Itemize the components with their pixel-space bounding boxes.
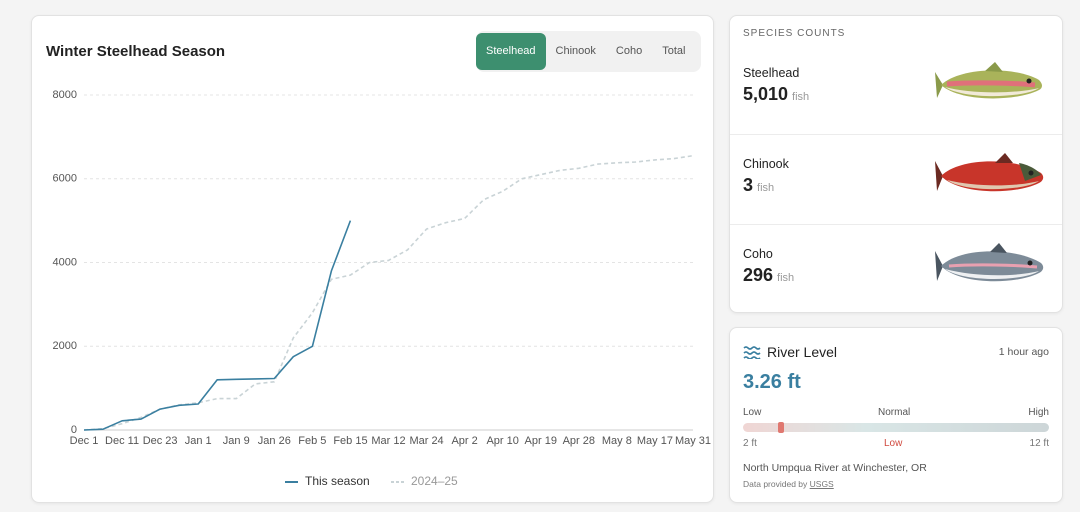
x-tick-label: Apr 2 — [451, 435, 477, 447]
tab[interactable]: Total — [662, 45, 686, 57]
series-line — [83, 220, 352, 431]
x-tick-label: Feb 5 — [298, 435, 326, 447]
y-tick-label: 2000 — [53, 340, 77, 352]
level-marker — [778, 422, 784, 433]
species-count: 3 fish — [743, 175, 774, 196]
x-tick-label: May 17 — [637, 435, 673, 447]
chart-title: Winter Steelhead Season — [46, 43, 225, 60]
tab-bar: Steelhead Chinook Coho Total — [476, 31, 701, 72]
legend-label: This season — [305, 474, 370, 488]
species-name: Steelhead — [743, 66, 800, 80]
river-card: River Level 1 hour ago 3.26 ft Low Norma… — [729, 327, 1063, 503]
y-tick-label: 4000 — [53, 256, 77, 268]
species-name: Chinook — [743, 157, 789, 171]
x-tick-label: May 31 — [675, 435, 711, 447]
x-tick-label: Apr 19 — [525, 435, 557, 447]
updated: 1 hour ago — [998, 346, 1049, 358]
chart: Winter Steelhead Season 0 2000 4000 6000 800… — [46, 43, 711, 488]
species-heading: SPECIES COUNTS — [743, 28, 846, 39]
level-bar — [743, 423, 1049, 432]
water-icon — [743, 346, 761, 359]
unit: fish — [757, 182, 775, 194]
x-tick-label: Jan 1 — [185, 435, 212, 447]
chinook-icon — [935, 153, 1044, 192]
level-status: Low — [884, 438, 903, 449]
unit: fish — [777, 272, 795, 284]
x-tick-label: Mar 24 — [409, 435, 443, 447]
location: North Umpqua River at Winchester, OR — [743, 462, 927, 474]
x-tick-label: Dec 1 — [70, 435, 99, 447]
count: 3 — [743, 175, 754, 195]
legend-label: 2024–25 — [411, 474, 458, 488]
scale-low: Low — [743, 407, 762, 418]
y-tick-label: 8000 — [53, 89, 77, 101]
credit: Data provided by USGS — [743, 479, 834, 489]
x-tick-label: Dec 11 — [105, 435, 139, 447]
series-line — [83, 154, 694, 431]
scale-mid: Normal — [878, 407, 911, 418]
count: 5,010 — [743, 84, 789, 104]
x-tick-label: Jan 26 — [258, 435, 291, 447]
river-title: River Level — [767, 344, 838, 360]
scale-high: High — [1028, 407, 1049, 418]
species-row: Coho 296 fish — [730, 224, 1062, 312]
y-tick-label: 0 — [71, 424, 77, 436]
species-card: SPECIES COUNTS Steelhead 5,010 fish Chino… — [729, 15, 1063, 313]
x-tick-label: May 8 — [602, 435, 632, 447]
species-count: 5,010 fish — [743, 84, 809, 105]
unit: fish — [792, 91, 810, 103]
species-name: Coho — [743, 247, 773, 261]
y-tick-label: 6000 — [53, 173, 77, 185]
steelhead-icon — [935, 62, 1042, 99]
species-count: 296 fish — [743, 265, 794, 286]
x-tick-label: Dec 23 — [143, 435, 178, 447]
source-link[interactable]: USGS — [809, 479, 834, 489]
credit-text: Data provided by — [743, 479, 808, 489]
coho-icon — [935, 243, 1044, 282]
x-tick-label: Jan 9 — [223, 435, 250, 447]
scale-min: 2 ft — [743, 438, 757, 449]
tab[interactable]: Chinook — [555, 45, 596, 57]
x-tick-label: Apr 28 — [563, 435, 595, 447]
chart-card: Winter Steelhead Season 0 2000 4000 6000 800… — [31, 15, 714, 503]
x-tick-label: Mar 12 — [371, 435, 405, 447]
count: 296 — [743, 265, 774, 285]
x-tick-label: Feb 15 — [333, 435, 367, 447]
species-row: Chinook 3 fish — [730, 134, 1062, 225]
tab[interactable]: Steelhead — [476, 33, 546, 70]
tab[interactable]: Coho — [615, 45, 643, 57]
species-row: Steelhead 5,010 fish — [730, 44, 1062, 134]
x-tick-label: Apr 10 — [486, 435, 518, 447]
scale-max: 12 ft — [1029, 438, 1049, 449]
river-level: 3.26 ft — [743, 371, 801, 393]
